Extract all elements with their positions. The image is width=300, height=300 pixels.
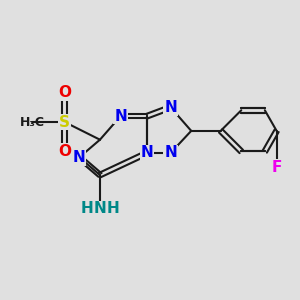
Text: S: S xyxy=(59,115,70,130)
Text: O: O xyxy=(58,85,71,100)
Text: N: N xyxy=(164,146,177,160)
Text: N: N xyxy=(114,109,127,124)
Text: F: F xyxy=(272,160,282,175)
Text: N: N xyxy=(141,146,153,160)
Text: H: H xyxy=(107,201,120,216)
Text: N: N xyxy=(73,150,86,165)
Text: N: N xyxy=(94,201,106,216)
Text: H: H xyxy=(80,201,93,216)
Text: O: O xyxy=(58,144,71,159)
Text: N: N xyxy=(164,100,177,115)
Text: H₃C: H₃C xyxy=(20,116,45,128)
